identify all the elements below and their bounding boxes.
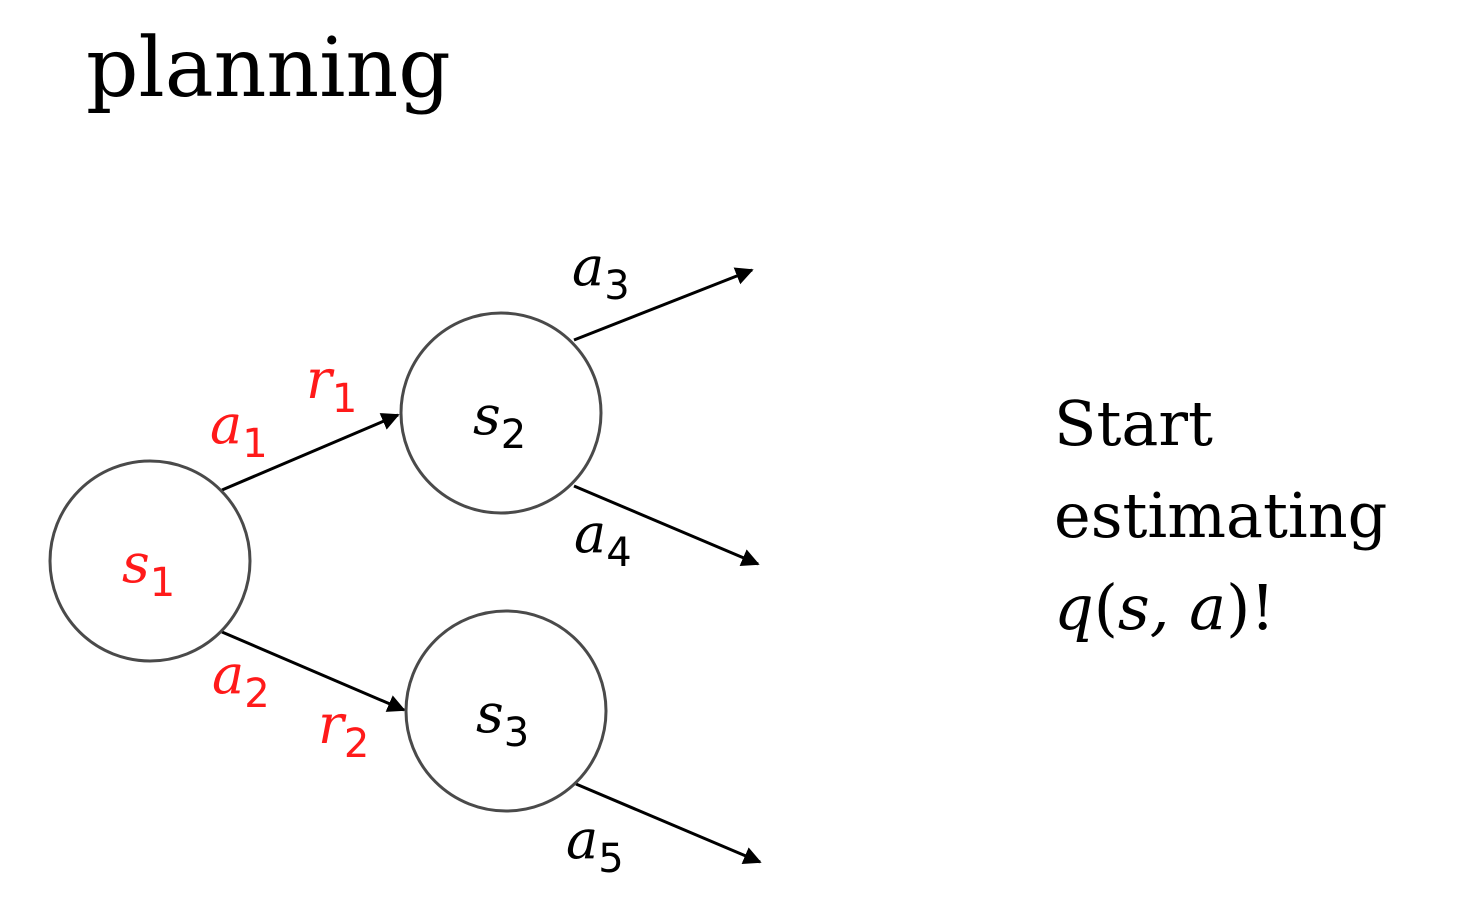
s2-subscript: 2 [501,412,526,458]
state-node-s3: s3 [404,609,608,813]
svg-text:s3: s3 [476,682,529,756]
q-close-paren: )! [1226,571,1276,644]
label-a5: a5 [566,808,624,882]
caption-line-estimating: estimating [1054,479,1388,552]
edge-s1-s2 [221,413,400,492]
label-a1: a1 [210,393,268,467]
edge-s2-a4 [573,484,760,566]
q-arguments: s, a [1117,571,1227,644]
svg-text:s1: s1 [122,532,175,606]
state-node-s2: s2 [399,311,603,515]
state-node-s1: s1 [48,459,252,663]
s2-symbol: s [473,384,501,447]
caption-line-q-function: q(s, a)! [1054,562,1387,654]
s1-symbol: s [122,532,150,595]
label-r1: r1 [306,348,357,422]
q-symbol: q [1054,571,1094,644]
s3-symbol: s [476,682,504,745]
edge-s2-a3 [573,267,754,342]
label-r2: r2 [318,693,369,767]
q-open-paren: ( [1093,571,1118,644]
svg-text:s2: s2 [473,384,526,458]
label-a4: a4 [574,502,632,576]
s1-subscript: 1 [150,560,175,606]
edge-s3-a5 [575,782,762,864]
caption-line-start: Start [1054,387,1213,460]
side-caption: Start estimating q(s, a)! [1054,378,1387,654]
slide-title: planning [86,21,451,116]
label-a3: a3 [572,235,630,309]
s3-subscript: 3 [504,710,529,756]
edge-s1-s3 [221,630,406,712]
label-a2: a2 [212,643,270,717]
